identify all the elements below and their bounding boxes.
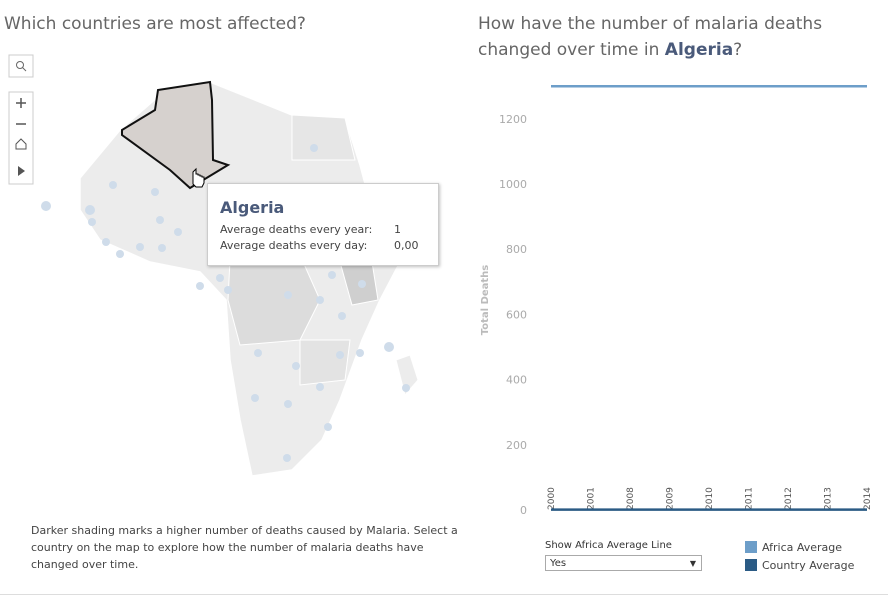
- x-tick-label: 2000: [547, 487, 557, 510]
- y-tick-label: 0: [520, 504, 527, 517]
- home[interactable]: [15, 138, 27, 150]
- legend-swatch: [745, 541, 757, 553]
- tooltip-country: Algeria: [220, 198, 285, 217]
- tooltip-label: Average deaths every year:: [220, 223, 373, 236]
- y-tick-label: 200: [506, 439, 527, 452]
- title-country: Algeria: [664, 40, 734, 60]
- search-button[interactable]: [8, 54, 34, 78]
- title-text: How have the number of malaria deaths ch…: [478, 14, 823, 60]
- cursor: [192, 167, 205, 188]
- legend-label: Country Average: [762, 559, 855, 572]
- tooltip-label: Average deaths every day:: [220, 239, 368, 252]
- divider: [0, 594, 888, 595]
- tooltip: Algeria Average deaths every year: 1 Ave…: [207, 183, 439, 266]
- country[interactable]: [291, 114, 356, 161]
- x-tick-label: 2009: [666, 487, 676, 510]
- y-tick-label: 600: [506, 308, 527, 321]
- search-icon: [22, 67, 27, 72]
- legend-swatch: [745, 559, 757, 571]
- country[interactable]: [299, 339, 351, 386]
- map: [8, 54, 419, 477]
- y-tick-label: 800: [506, 243, 527, 256]
- x-tick-label: 2001: [587, 487, 597, 510]
- tooltip-value: 1: [394, 223, 401, 236]
- legend-item: Africa Average: [745, 541, 842, 554]
- x-tick-label: 2008: [626, 487, 636, 510]
- control-label: Show Africa Average Line: [545, 540, 672, 551]
- map-title: Which countries are most affected?: [4, 14, 306, 34]
- average-select[interactable]: Yes ▼: [545, 555, 702, 571]
- chart-title: How have the number of malaria deaths ch…: [478, 11, 883, 63]
- chart: 0 200 400 600 800 1000 1200 Total Deaths 2000 200…: [480, 85, 873, 517]
- x-tick-label: 2013: [824, 487, 834, 510]
- select-arrow: ▼: [689, 559, 696, 568]
- y-axis-label: Total Deaths: [480, 265, 491, 336]
- x-tick-label: 2011: [745, 487, 755, 510]
- legend-item: Country Average: [745, 559, 854, 572]
- dots: [41, 144, 410, 462]
- x-tick-label: 2014: [863, 487, 873, 510]
- zoom-in[interactable]: [16, 98, 26, 108]
- y-tick-label: 400: [506, 374, 527, 387]
- y-tick-label: 1200: [499, 113, 527, 126]
- x-tick-label: 2012: [784, 487, 794, 510]
- x-tick-label: 2010: [705, 487, 715, 510]
- title-text: ?: [733, 40, 743, 60]
- pan[interactable]: [18, 166, 25, 176]
- legend-label: Africa Average: [762, 541, 843, 554]
- note: Darker shading marks a higher number of …: [31, 524, 458, 571]
- madagascar[interactable]: [395, 354, 419, 397]
- algeria[interactable]: [121, 80, 231, 190]
- y-tick-label: 1000: [499, 178, 527, 191]
- tooltip-value: 0,00: [394, 239, 419, 252]
- search-icon: [16, 61, 24, 69]
- select-value: Yes: [550, 558, 567, 569]
